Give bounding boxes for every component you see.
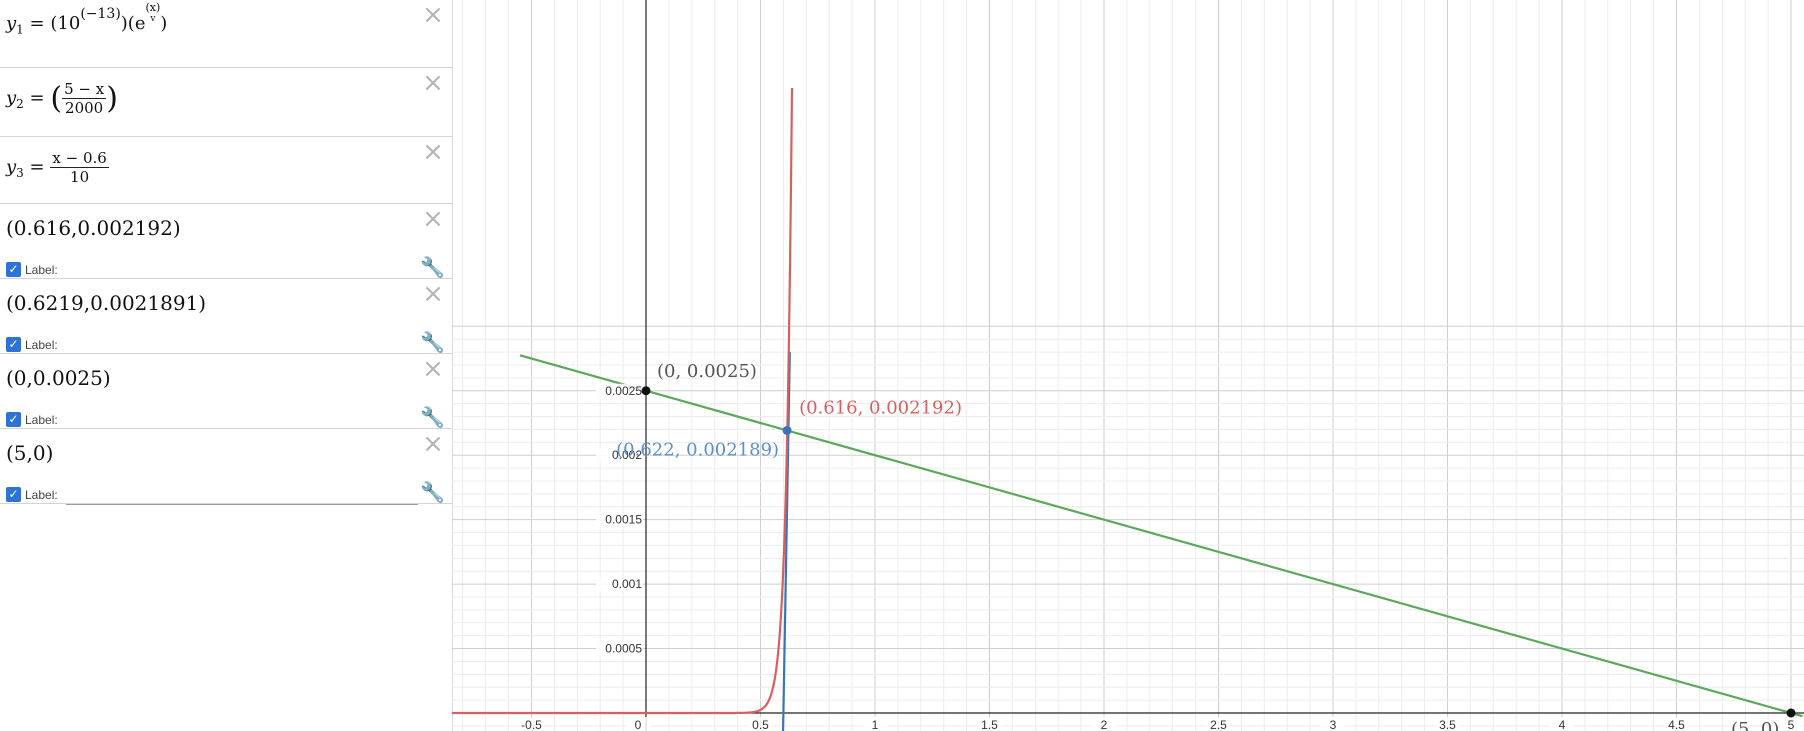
x-tick-label: 4 bbox=[1559, 718, 1566, 731]
x-tick-label: 2 bbox=[1101, 718, 1108, 731]
expression-y3-math: y3 = x − 0.6 10 bbox=[6, 149, 109, 186]
point-1-text: (0.616,0.002192) bbox=[6, 216, 181, 240]
expression-y2-math: y2 = (5 − x 2000) bbox=[6, 80, 118, 117]
point-2-label-input[interactable] bbox=[66, 336, 418, 355]
expression-y1-math: y1 = (10(−13))(e (x) v) bbox=[6, 1, 168, 37]
point-4-label-input[interactable] bbox=[66, 486, 418, 505]
point-label-blue: (0.622, 0.002189) bbox=[616, 439, 779, 460]
x-tick-label: 4.5 bbox=[1668, 718, 1685, 731]
x-tick-bg bbox=[1550, 717, 1574, 731]
wrench-icon[interactable]: 🔧 bbox=[420, 405, 445, 429]
point-2-text: (0.6219,0.0021891) bbox=[6, 291, 207, 315]
y-tick-label: 0.002 bbox=[612, 448, 642, 462]
x-tick-label: 1 bbox=[872, 718, 879, 731]
point-label-red: (0.616, 0.002192) bbox=[799, 397, 962, 418]
checkbox-checked-icon[interactable]: ✓ bbox=[6, 262, 21, 277]
y-tick-bg bbox=[596, 383, 643, 398]
x-tick-bg bbox=[1321, 717, 1345, 731]
x-tick-bg bbox=[977, 717, 1002, 731]
checkbox-checked-icon[interactable]: ✓ bbox=[6, 337, 21, 352]
y-tick-label: 0.001 bbox=[612, 577, 642, 591]
x-tick-bg bbox=[1779, 717, 1803, 731]
x-tick-bg bbox=[1664, 717, 1689, 731]
delete-point-2-button[interactable]: × bbox=[422, 279, 444, 309]
point-0-0.0025[interactable] bbox=[641, 386, 651, 396]
y-tick-bg bbox=[596, 448, 643, 463]
label-caption: Label: bbox=[25, 338, 58, 352]
label-caption: Label: bbox=[25, 263, 58, 277]
expression-list: y1 = (10(−13))(e (x) v) × y2 = (5 − x 2000)… bbox=[0, 0, 453, 731]
expression-y2[interactable]: y2 = (5 − x 2000) × bbox=[0, 68, 452, 137]
y-tick-label: 0.0005 bbox=[605, 642, 642, 656]
wrench-icon[interactable]: 🔧 bbox=[420, 255, 445, 279]
label-caption: Label: bbox=[25, 488, 58, 502]
delete-point-4-button[interactable]: × bbox=[422, 429, 444, 459]
x-tick-bg bbox=[748, 717, 773, 731]
expression-point-3[interactable]: (0,0.0025) × ✓ Label: 🔧 bbox=[0, 354, 452, 430]
wrench-icon[interactable]: 🔧 bbox=[420, 330, 445, 354]
x-tick-label: 5 bbox=[1788, 718, 1795, 731]
x-tick-label: 3 bbox=[1330, 718, 1337, 731]
x-tick-bg bbox=[1092, 717, 1116, 731]
y-tick-label: 0.0025 bbox=[605, 384, 642, 398]
point-0.616-0.002192[interactable] bbox=[782, 425, 792, 435]
x-tick-bg bbox=[863, 717, 887, 731]
point-4-label-row: ✓ Label: 🔧 bbox=[6, 480, 446, 508]
x-tick-label: 0.5 bbox=[752, 718, 769, 731]
delete-point-1-button[interactable]: × bbox=[422, 204, 444, 234]
label-caption: Label: bbox=[25, 413, 58, 427]
delete-expression-y1-button[interactable]: × bbox=[422, 0, 444, 30]
expression-y1[interactable]: y1 = (10(−13))(e (x) v) × bbox=[0, 0, 452, 68]
x-tick-label: 2.5 bbox=[1210, 718, 1227, 731]
y-tick-bg bbox=[596, 512, 643, 527]
expression-point-2[interactable]: (0.6219,0.0021891) × ✓ Label: 🔧 bbox=[0, 279, 452, 355]
expression-point-1[interactable]: (0.616,0.002192) × ✓ Label: 🔧 bbox=[0, 204, 452, 280]
x-tick-bg bbox=[519, 717, 544, 731]
y-tick-bg bbox=[596, 577, 643, 592]
x-tick-label: 3.5 bbox=[1439, 718, 1456, 731]
x-tick-label: 1.5 bbox=[981, 718, 998, 731]
expression-point-4[interactable]: (5,0) × ✓ Label: 🔧 bbox=[0, 429, 452, 505]
expression-y3[interactable]: y3 = x − 0.6 10 × bbox=[0, 137, 452, 204]
curve-y1 bbox=[452, 87, 794, 715]
checkbox-checked-icon[interactable]: ✓ bbox=[6, 487, 21, 502]
y-tick-label: 0.0015 bbox=[605, 513, 642, 527]
curve-y2 bbox=[519, 354, 1803, 718]
point-label-5-0: (5, 0) bbox=[1731, 719, 1779, 731]
checkbox-checked-icon[interactable]: ✓ bbox=[6, 412, 21, 427]
point-label-0-0.0025: (0, 0.0025) bbox=[657, 361, 757, 382]
x-tick-bg bbox=[626, 717, 650, 731]
wrench-icon[interactable]: 🔧 bbox=[420, 480, 445, 504]
x-tick-bg bbox=[1435, 717, 1460, 731]
delete-expression-y2-button[interactable]: × bbox=[422, 68, 444, 98]
point-4-text: (5,0) bbox=[6, 441, 54, 465]
y-tick-bg bbox=[596, 641, 643, 656]
delete-point-3-button[interactable]: × bbox=[422, 354, 444, 384]
x-tick-bg bbox=[1206, 717, 1231, 731]
point-5-0[interactable] bbox=[1786, 708, 1796, 718]
point-3-text: (0,0.0025) bbox=[6, 366, 111, 390]
graph-canvas[interactable]: -0.5 0 0.5 1 1.5 2 2.5 3 3.5 4 4.5 5 0.0005 0.001 0.00… bbox=[452, 0, 1804, 731]
x-tick-label: 0 bbox=[635, 718, 642, 731]
point-1-label-input[interactable] bbox=[66, 261, 418, 280]
point-3-label-input[interactable] bbox=[66, 411, 418, 430]
x-tick-label: -0.5 bbox=[521, 718, 542, 731]
delete-expression-y3-button[interactable]: × bbox=[422, 137, 444, 167]
